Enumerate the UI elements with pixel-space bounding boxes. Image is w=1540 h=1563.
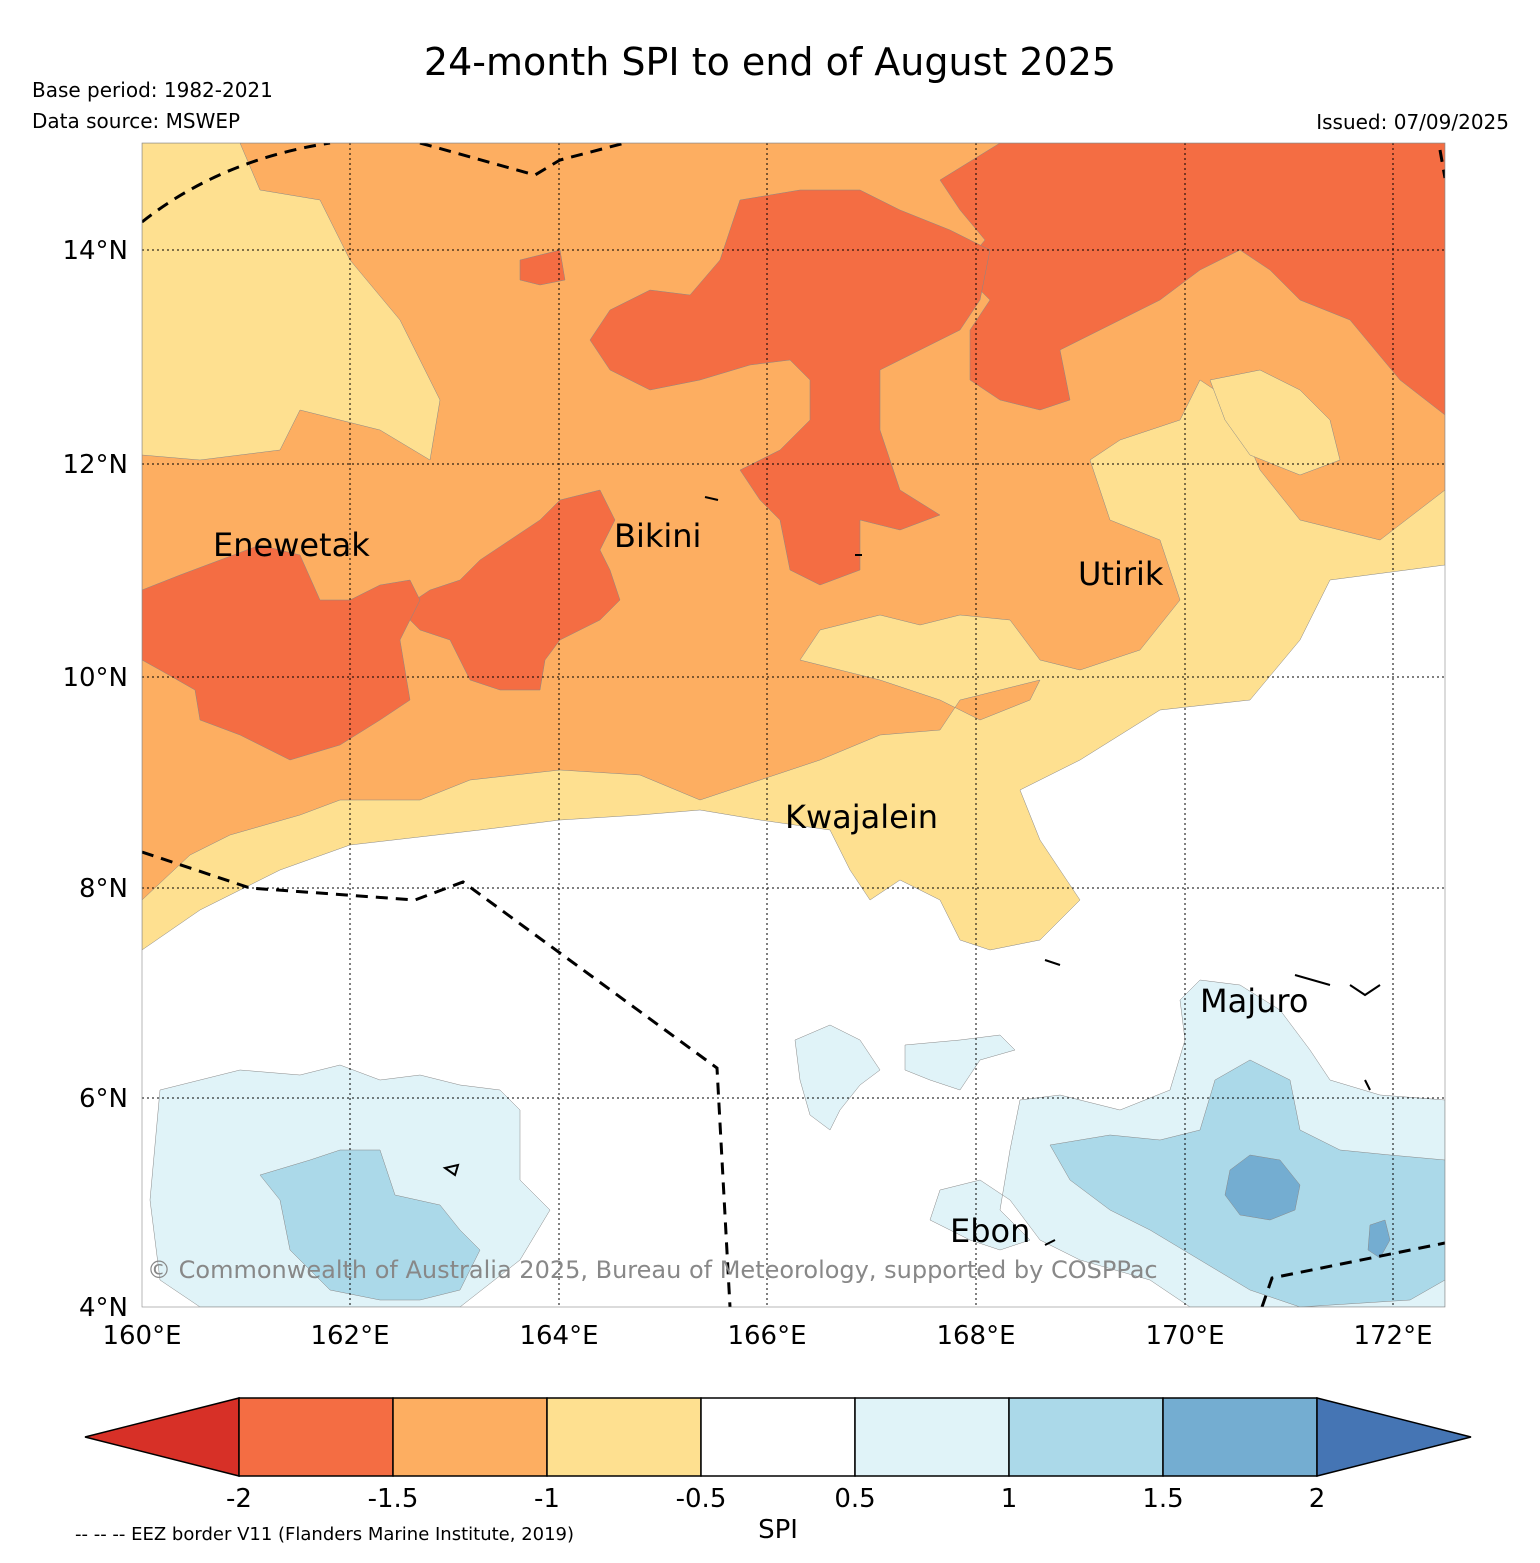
lon-tick-label: 160°E (102, 1321, 181, 1351)
place-label-kwajalein: Kwajalein (785, 798, 938, 836)
eez-legend-note: -- -- -- EEZ border V11 (Flanders Marine… (75, 1524, 574, 1545)
place-label-utirik: Utirik (1078, 555, 1164, 593)
colorbar-bin (238, 1397, 394, 1477)
chart-title: 24-month SPI to end of August 2025 (423, 40, 1117, 84)
map-frame (141, 142, 1446, 1308)
colorbar-bin (854, 1397, 1010, 1477)
map-gridlines (142, 143, 1445, 1307)
lat-tick-label: 12°N (62, 450, 128, 480)
lat-tick-label: 4°N (79, 1293, 128, 1323)
colorbar-title: SPI (758, 1515, 798, 1545)
base-period: Base period: 1982-2021 (32, 78, 273, 102)
colorbar-bin (1008, 1397, 1164, 1477)
colorbar-tick-label: -2 (226, 1484, 252, 1514)
lon-tick-label: 166°E (727, 1321, 806, 1351)
lon-tick-label: 164°E (519, 1321, 598, 1351)
spi-patch-light-blue-east (904, 1034, 1016, 1091)
colorbar-tick-label: 2 (1309, 1484, 1326, 1514)
lon-tick-label: 162°E (310, 1321, 389, 1351)
place-label-ebon: Ebon (950, 1212, 1030, 1250)
colorbar-extend-high (1316, 1397, 1472, 1477)
colorbar-extend-low (84, 1397, 240, 1477)
copyright-notice: © Commonwealth of Australia 2025, Bureau… (147, 1256, 1158, 1284)
spi-map (142, 143, 1445, 1307)
lat-tick-label: 14°N (62, 236, 128, 266)
place-label-bikini: Bikini (614, 517, 701, 555)
spi-zone-red-north (589, 189, 991, 586)
spi-zone-dark-blue (1224, 1154, 1301, 1221)
island-outlines (442, 496, 1381, 1246)
lon-tick-label: 172°E (1353, 1321, 1432, 1351)
issued-date: Issued: 07/09/2025 (1316, 110, 1509, 134)
colorbar-tick-label: 0.5 (834, 1484, 875, 1514)
spi-zone-blue-southwest (259, 1149, 481, 1301)
colorbar-bin (700, 1397, 856, 1477)
spi-patch-light-yellow (1209, 369, 1341, 476)
lat-tick-label: 10°N (62, 663, 128, 693)
colorbar-bin (392, 1397, 548, 1477)
lon-tick-label: 168°E (936, 1321, 1015, 1351)
spi-patch-red-west (519, 249, 566, 286)
colorbar-bin (546, 1397, 702, 1477)
place-label-enewetak: Enewetak (213, 526, 370, 564)
colorbar (84, 1397, 1472, 1477)
spi-patch-light-blue-center (794, 1024, 881, 1131)
place-label-majuro: Majuro (1200, 982, 1308, 1020)
spi-patch-dark-blue (1367, 1219, 1391, 1259)
lat-tick-label: 6°N (79, 1084, 128, 1114)
spi-zone-red-bikini (399, 489, 621, 691)
lat-tick-label: 8°N (79, 874, 128, 904)
eez-border (142, 143, 1445, 1307)
colorbar-tick-label: -1 (534, 1484, 560, 1514)
colorbar-bin (1162, 1397, 1318, 1477)
colorbar-tick-label: 1.5 (1142, 1484, 1183, 1514)
colorbar-tick-label: -0.5 (676, 1484, 727, 1514)
colorbar-tick-label: 1 (1001, 1484, 1018, 1514)
data-source: Data source: MSWEP (32, 109, 241, 133)
lon-tick-label: 170°E (1145, 1321, 1224, 1351)
spi-zone-red-enewetak (142, 544, 421, 761)
colorbar-tick-label: -1.5 (368, 1484, 419, 1514)
